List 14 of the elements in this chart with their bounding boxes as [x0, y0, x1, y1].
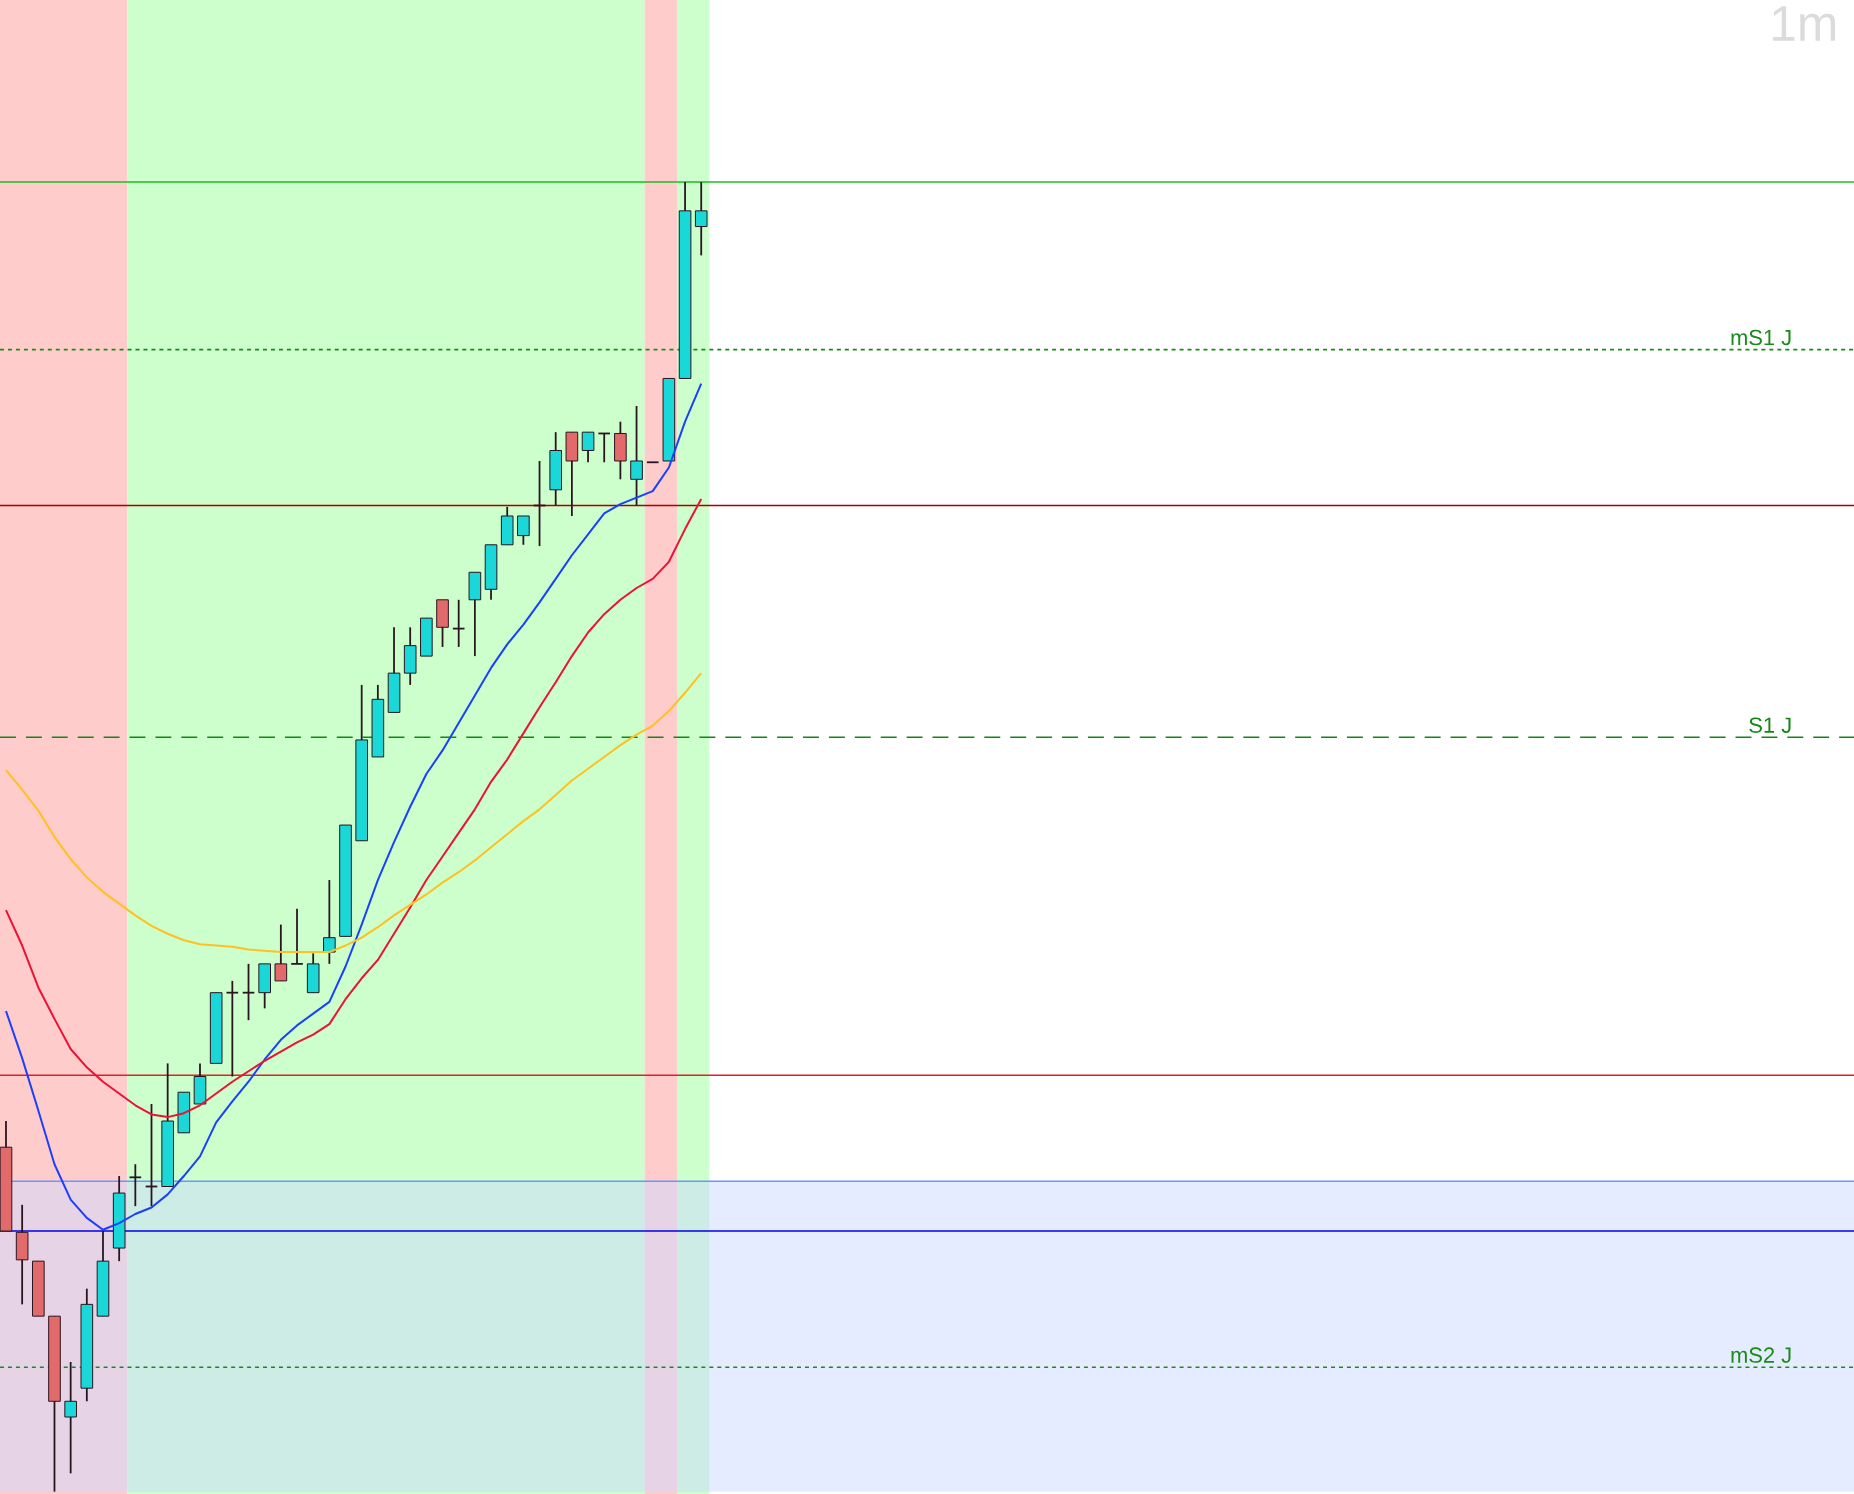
candlestick	[128, 1163, 143, 1208]
ref-line-label: mS2 J	[1731, 1347, 1791, 1363]
candlestick	[290, 907, 304, 965]
candlestick	[241, 962, 256, 1022]
candlestick	[225, 979, 240, 1078]
candlestick	[694, 181, 708, 257]
candlestick	[323, 879, 336, 965]
candlestick	[630, 405, 643, 507]
ref-line-label: mS1 J	[1731, 329, 1791, 346]
ref-line-label: S1 J	[1749, 717, 1791, 733]
candlestick	[581, 431, 595, 464]
candlestick	[274, 923, 288, 982]
candlestick	[64, 1361, 77, 1475]
candlestick	[517, 515, 530, 546]
